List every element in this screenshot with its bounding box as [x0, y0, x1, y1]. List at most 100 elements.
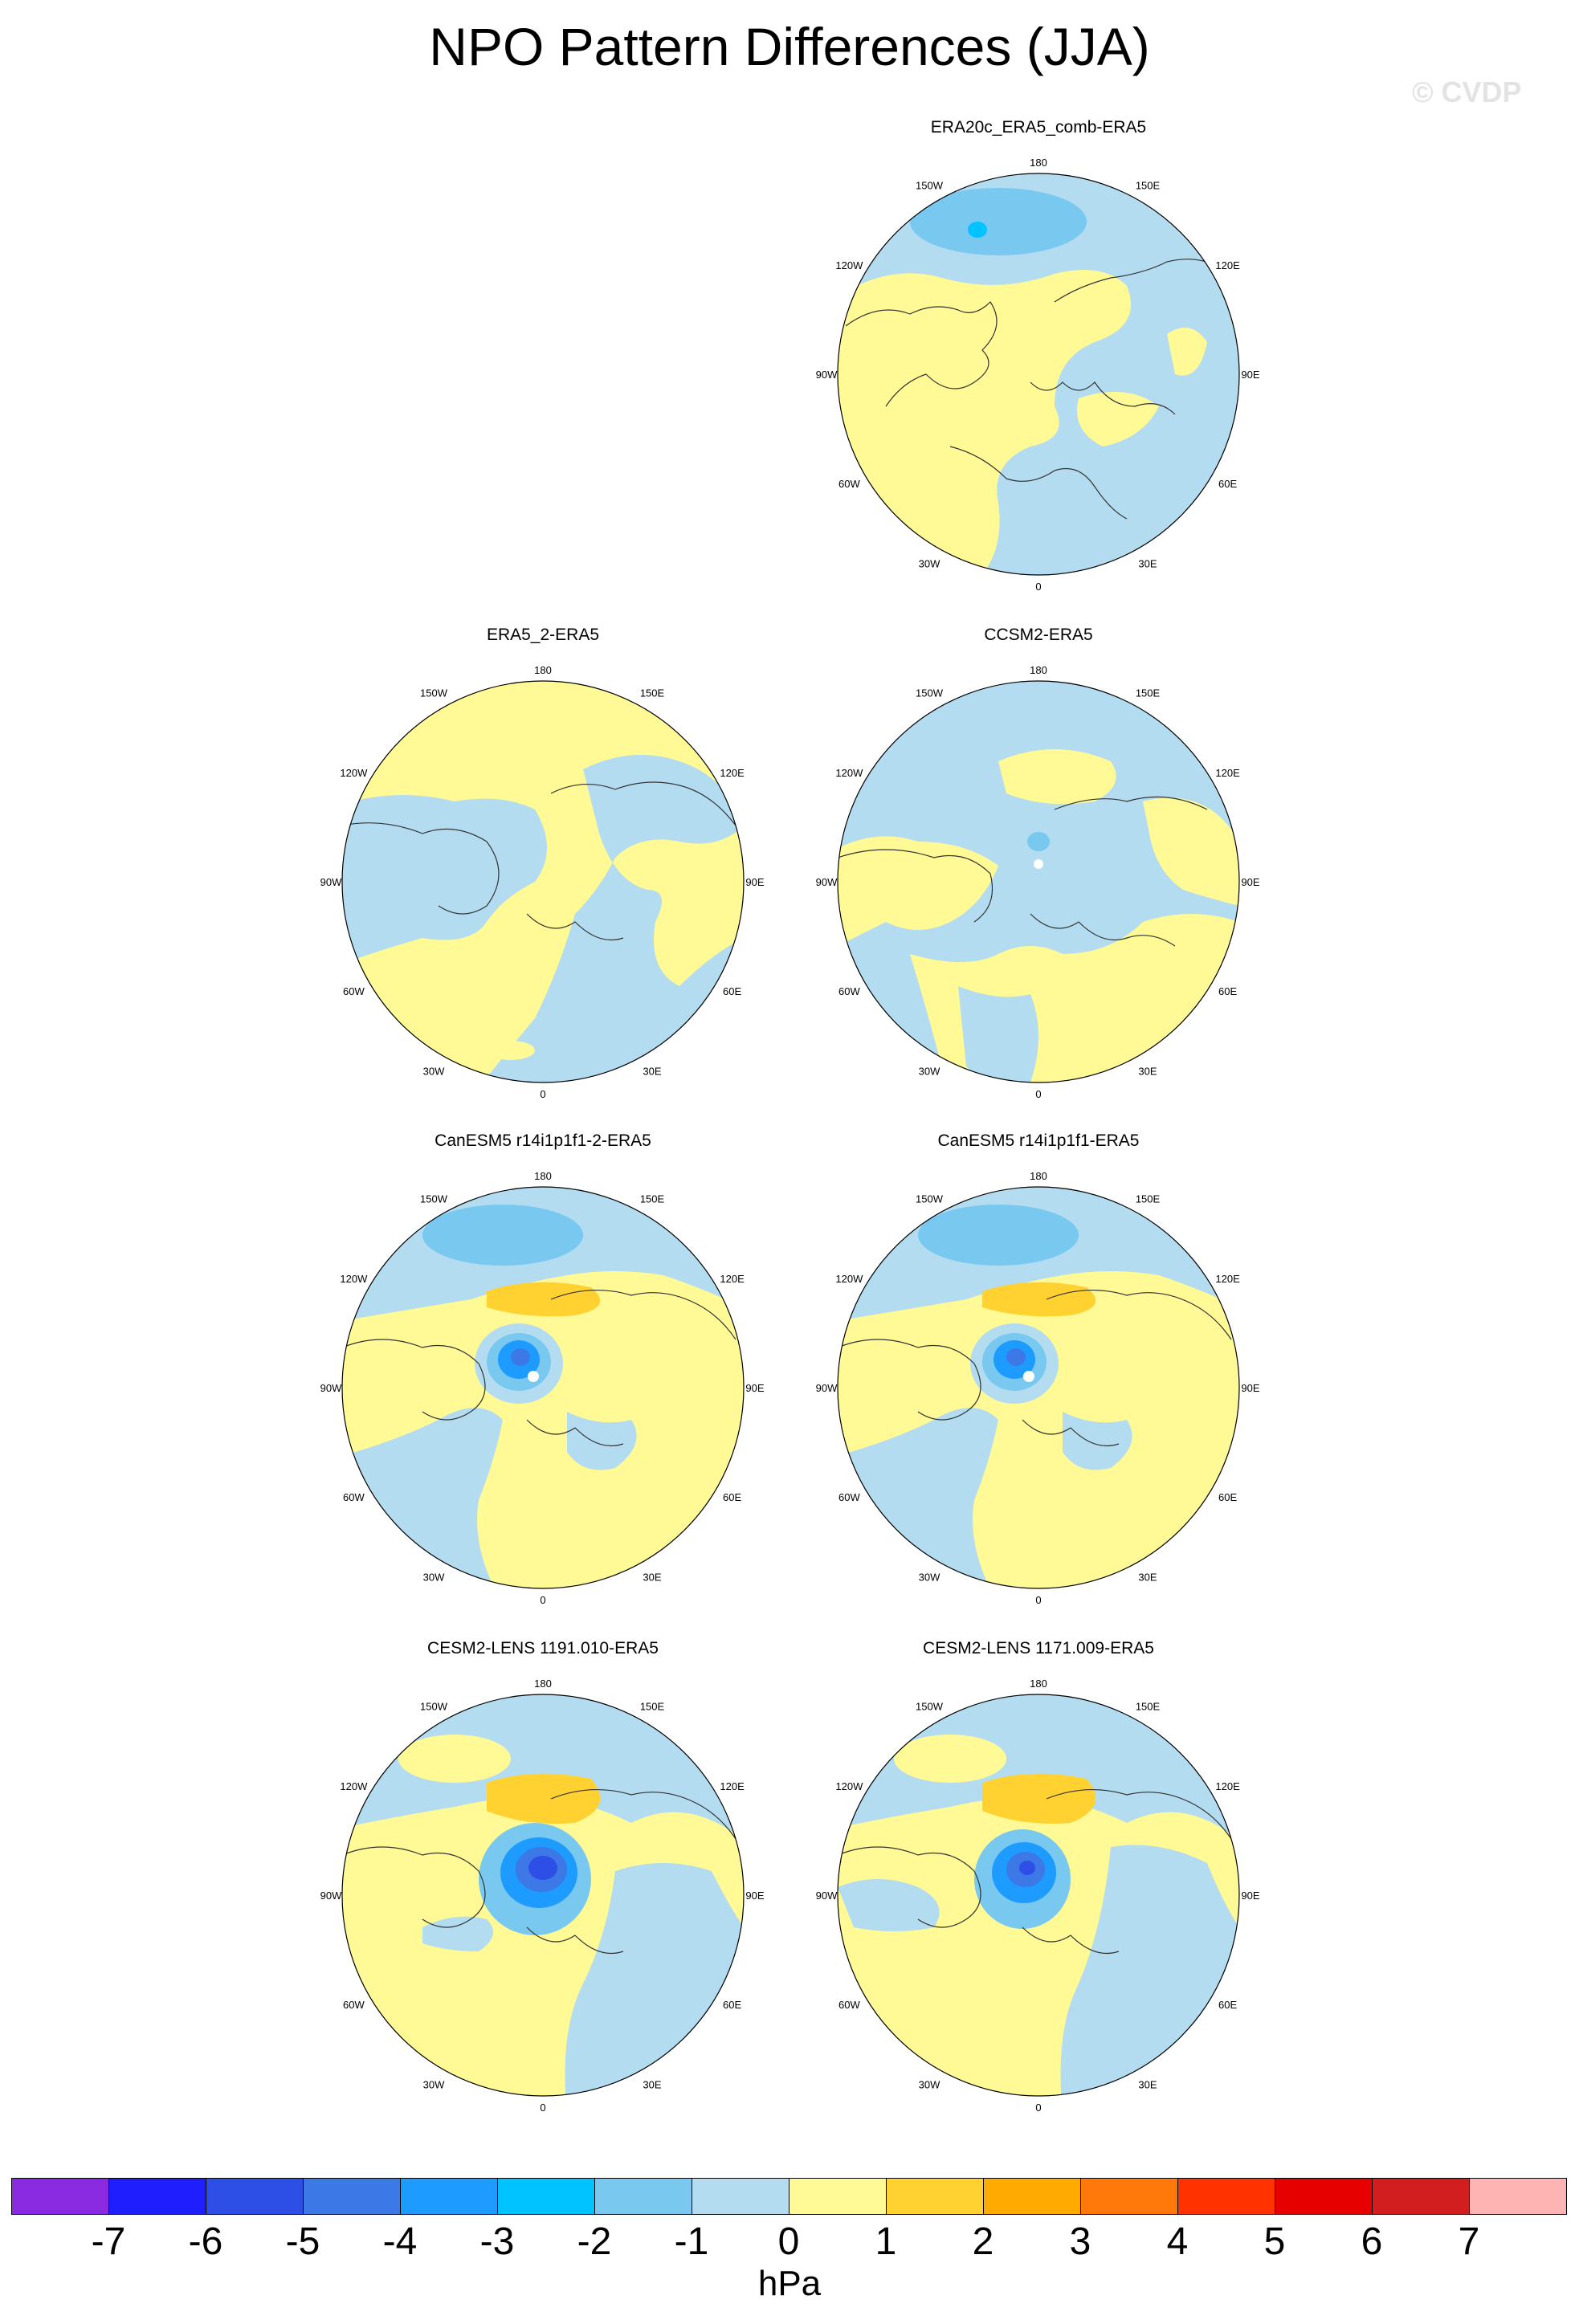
longitude-label: 150E	[1136, 1193, 1161, 1205]
colorbar-swatch	[1177, 2178, 1275, 2215]
colorbar-tick-label: 0	[777, 2220, 800, 2263]
longitude-label: 30E	[1138, 1066, 1157, 1078]
longitude-label: 30E	[1138, 2079, 1157, 2091]
longitude-label: 150E	[640, 687, 665, 699]
polar-map: 180 150E 120E 90E 60E 30E 0 30W 60W 90W 120W 150W	[816, 664, 1260, 1100]
longitude-label: 120E	[1215, 767, 1240, 779]
panel-title: CESM2-LENS 1171.009-ERA5	[923, 1639, 1154, 1657]
panel-title: CanESM5 r14i1p1f1-2-ERA5	[435, 1131, 651, 1150]
longitude-label: 150E	[640, 1700, 665, 1712]
longitude-label: 0	[1035, 1088, 1041, 1100]
longitude-label: 90E	[1241, 1890, 1259, 1902]
longitude-labels: 180 150E 120E 90E 60E 30E 0 30W 60W 90W 120W 150W	[816, 664, 1260, 1100]
longitude-label: 120W	[340, 1780, 368, 1792]
colorbar-swatch	[692, 2178, 790, 2215]
longitude-label: 60W	[838, 1491, 860, 1503]
longitude-label: 120E	[720, 1273, 745, 1285]
colorbar-tick-label: -2	[577, 2220, 612, 2263]
longitude-label: 30W	[919, 2079, 940, 2091]
map-panel-6: CESM2-LENS 1191.010-ERA5 180 150E 120E 90E 6…	[294, 1638, 792, 2136]
colorbar-swatch	[789, 2178, 887, 2215]
longitude-label: 30W	[919, 1572, 940, 1584]
longitude-label: 180	[1030, 1170, 1047, 1182]
map-panel-1: ERA20c_ERA5_comb-ERA5 180 150E 120E 90E 60E 3…	[790, 117, 1287, 615]
colorbar-swatch	[1275, 2178, 1373, 2215]
colorbar-units: hPa	[757, 2264, 822, 2303]
longitude-label: 150E	[640, 1193, 665, 1205]
longitude-label: 0	[540, 1088, 545, 1100]
map-panel-2: ERA5_2-ERA5 180 150E 120E 90E 60E 30E 0 30W 60W 9…	[294, 625, 792, 1123]
longitude-label: 90W	[320, 1890, 342, 1902]
longitude-label: 90W	[816, 876, 838, 888]
longitude-label: 120W	[835, 259, 863, 271]
longitude-label: 30E	[1138, 558, 1157, 570]
longitude-label: 180	[1030, 1678, 1047, 1690]
colorbar-tick-label: -7	[91, 2220, 126, 2263]
longitude-labels: 180 150E 120E 90E 60E 30E 0 30W 60W 90W 120W 150W	[320, 664, 765, 1100]
colorbar-swatch	[1372, 2178, 1470, 2215]
longitude-label: 60E	[1218, 1999, 1237, 2011]
longitude-label: 30E	[643, 2079, 661, 2091]
longitude-labels: 180 150E 120E 90E 60E 30E 0 30W 60W 90W 120W 150W	[320, 1170, 765, 1606]
longitude-labels: 180 150E 120E 90E 60E 30E 0 30W 60W 90W 120W 150W	[320, 1678, 765, 2114]
panel-title: ERA5_2-ERA5	[486, 626, 600, 644]
longitude-label: 60E	[723, 1999, 741, 2011]
panel-title: CCSM2-ERA5	[984, 626, 1093, 644]
colorbar-tick-label: 7	[1458, 2220, 1480, 2263]
polar-map: 180 150E 120E 90E 60E 30E 0 30W 60W 90W 120W 150W	[816, 1678, 1260, 2114]
longitude-label: 30E	[643, 1066, 661, 1078]
map-panel-5: CanESM5 r14i1p1f1-ERA5 180 150E 120E 90E 60E…	[790, 1131, 1287, 1629]
longitude-label: 120E	[720, 1780, 745, 1792]
longitude-label: 150W	[420, 687, 448, 699]
longitude-label: 90E	[745, 876, 764, 888]
colorbar-tick-label: -1	[674, 2220, 709, 2263]
longitude-label: 0	[1035, 2102, 1041, 2114]
longitude-label: 60W	[343, 985, 365, 997]
polar-map: 180 150E 120E 90E 60E 30E 0 30W 60W 90W 120W 150W	[320, 1678, 765, 2114]
polar-map: 180 150E 120E 90E 60E 30E 0 30W 60W 90W 120W 150W	[320, 1170, 765, 1606]
longitude-label: 90E	[1241, 1382, 1259, 1394]
longitude-label: 120W	[340, 767, 368, 779]
longitude-label: 30W	[919, 1066, 940, 1078]
longitude-label: 90W	[816, 1890, 838, 1902]
longitude-label: 60E	[1218, 478, 1237, 490]
longitude-label: 90W	[816, 369, 838, 381]
longitude-label: 120E	[720, 767, 745, 779]
longitude-label: 90E	[745, 1890, 764, 1902]
colorbar-swatch	[1080, 2178, 1178, 2215]
colorbar-tick-label: 5	[1263, 2220, 1286, 2263]
longitude-label: 150W	[916, 1700, 944, 1712]
longitude-label: 120E	[1215, 1780, 1240, 1792]
longitude-label: 30W	[423, 1066, 445, 1078]
colorbar-swatch	[303, 2178, 401, 2215]
longitude-label: 150W	[420, 1193, 448, 1205]
longitude-label: 90W	[320, 1382, 342, 1394]
longitude-label: 150W	[420, 1700, 448, 1712]
longitude-label: 90W	[320, 876, 342, 888]
longitude-label: 60E	[723, 985, 741, 997]
polar-map: 180 150E 120E 90E 60E 30E 0 30W 60W 90W 120W 150W	[816, 1170, 1260, 1606]
longitude-label: 90E	[1241, 369, 1259, 381]
longitude-label: 0	[540, 2102, 545, 2114]
colorbar-tick-label: -5	[285, 2220, 320, 2263]
colorbar-swatch	[594, 2178, 692, 2215]
longitude-label: 60E	[1218, 1491, 1237, 1503]
longitude-label: 60W	[343, 1491, 365, 1503]
panel-title: CanESM5 r14i1p1f1-ERA5	[937, 1131, 1140, 1150]
longitude-label: 150W	[916, 1193, 944, 1205]
longitude-label: 150E	[1136, 179, 1161, 191]
map-panel-3: CCSM2-ERA5 180 150E 120E 90E 60E 30E 0 30W 60W 90…	[790, 625, 1287, 1123]
longitude-labels: 180 150E 120E 90E 60E 30E 0 30W 60W 90W 120W 150W	[816, 157, 1260, 593]
colorbar-swatch	[886, 2178, 984, 2215]
colorbar-tick-label: -6	[188, 2220, 223, 2263]
longitude-label: 0	[1035, 581, 1041, 593]
polar-map: 180 150E 120E 90E 60E 30E 0 30W 60W 90W 120W 150W	[816, 157, 1260, 593]
longitude-label: 30W	[919, 558, 940, 570]
longitude-label: 180	[534, 1170, 552, 1182]
longitude-label: 30E	[1138, 1572, 1157, 1584]
longitude-label: 30E	[643, 1572, 661, 1584]
longitude-label: 180	[1030, 157, 1047, 169]
colorbar-swatch	[983, 2178, 1081, 2215]
longitude-label: 120E	[1215, 1273, 1240, 1285]
longitude-label: 180	[534, 664, 552, 676]
